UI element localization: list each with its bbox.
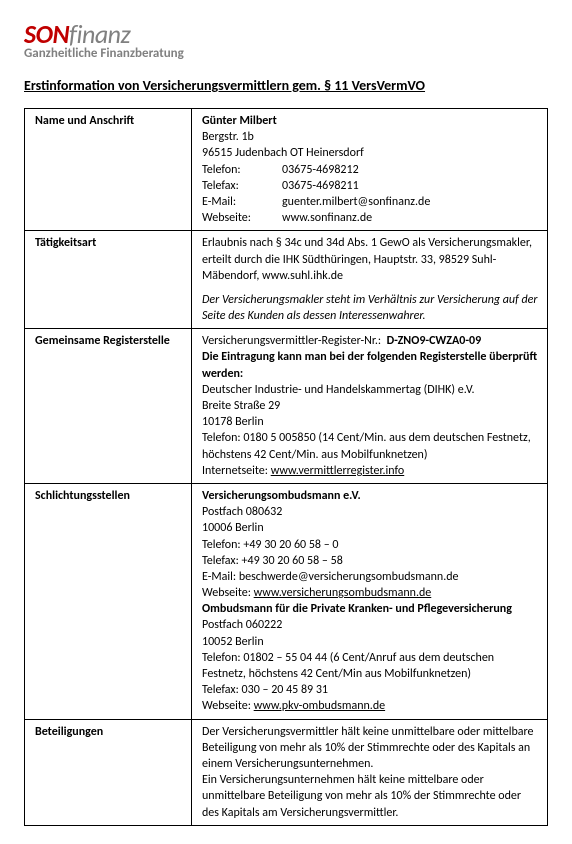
row-content-shares: Der Versicherungsvermittler hält keine u… [192,719,548,825]
logo-subtitle: Ganzheitliche Finanzberatung [24,46,548,61]
row-label-arbitration: Schlichtungsstellen [25,483,192,719]
brand-logo: SONfinanz Ganzheitliche Finanzberatung [24,18,548,61]
row-label-activity: Tätigkeitsart [25,231,192,329]
arb2-web-k: Webseite: [202,699,251,713]
arb2-tel: Telefon: 01802 – 55 04 44 (6 Cent/Anruf … [202,650,539,682]
reg-web-link[interactable]: www.vermittlerregister.info [271,464,405,478]
tel-label: Telefon: [202,162,282,178]
row-label-name: Name und Anschrift [25,109,192,231]
row-content-arbitration: Versicherungsombudsmann e.V. Postfach 08… [192,483,548,719]
web-label: Webseite: [202,210,282,226]
web-value: www.sonfinanz.de [282,210,539,226]
person-name: Günter Milbert [202,113,539,129]
page-title: Erstinformation von Versicherungsvermitt… [24,77,548,94]
arb2-org: Ombudsmann für die Private Kranken- und … [202,601,539,617]
mail-value: guenter.milbert@sonfinanz.de [282,194,539,210]
row-label-register: Gemeinsame Registerstelle [25,329,192,484]
activity-text: Erlaubnis nach § 34c und 34d Abs. 1 GewO… [202,235,539,284]
street: Bergstr. 1b [202,129,539,145]
row-content-register: Versicherungsvermittler-Register-Nr.: D-… [192,329,548,484]
arb1-org: Versicherungsombudsmann e.V. [202,488,539,504]
reg-web-k: Internetseite: [202,464,268,478]
shares-p1: Der Versicherungsvermittler hält keine u… [202,724,539,773]
arb1-tel: Telefon: +49 30 20 60 58 – 0 [202,537,539,553]
reg-street: Breite Straße 29 [202,398,539,414]
city: 96515 Judenbach OT Heinersdorf [202,145,539,161]
reg-tel: Telefon: 0180 5 005850 (14 Cent/Min. aus… [202,430,539,462]
fax-value: 03675-4698211 [282,178,539,194]
reg-city: 10178 Berlin [202,414,539,430]
shares-p2: Ein Versicherungsunternehmen hält keine … [202,772,539,821]
arb1-web-k: Webseite: [202,586,251,600]
arb1-pf: Postfach 080632 [202,504,539,520]
arb2-fax: Telefax: 030 – 20 45 89 31 [202,682,539,698]
reg-org: Deutscher Industrie- und Handelskammerta… [202,382,539,398]
row-content-name: Günter Milbert Bergstr. 1b 96515 Judenba… [192,109,548,231]
reg-key: Versicherungsvermittler-Register-Nr.: [202,334,381,348]
arb1-mail: E-Mail: beschwerde@versicherungsombudsma… [202,569,539,585]
row-content-activity: Erlaubnis nach § 34c und 34d Abs. 1 GewO… [192,231,548,329]
arb2-city: 10052 Berlin [202,634,539,650]
activity-note: Der Versicherungsmakler steht im Verhält… [202,292,539,324]
row-label-shares: Beteiligungen [25,719,192,825]
arb2-web-link[interactable]: www.pkv-ombudsmann.de [254,699,385,713]
arb1-web-link[interactable]: www.versicherungsombudsmann.de [254,586,432,600]
mail-label: E-Mail: [202,194,282,210]
arb1-city: 10006 Berlin [202,520,539,536]
arb2-pf: Postfach 060222 [202,617,539,633]
tel-value: 03675-4698212 [282,162,539,178]
reg-check: Die Eintragung kann man bei der folgende… [202,349,539,381]
reg-no: D-ZNO9-CWZA0-09 [387,334,482,348]
fax-label: Telefax: [202,178,282,194]
info-table: Name und Anschrift Günter Milbert Bergst… [24,108,548,826]
arb1-fax: Telefax: +49 30 20 60 58 – 58 [202,553,539,569]
